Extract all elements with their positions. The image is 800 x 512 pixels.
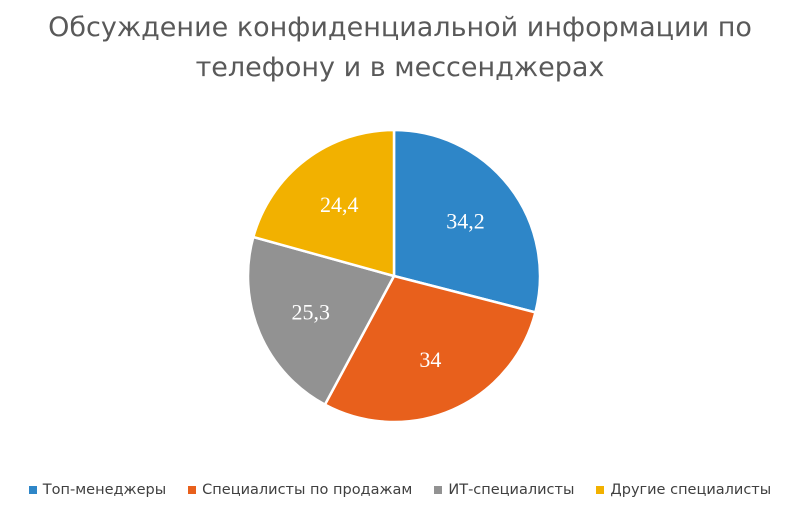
legend-item-it-specialists: ИТ-специалисты (434, 482, 574, 498)
pie-slice-other-specialists (251, 128, 396, 278)
data-label-it-specialists: 25,3 (292, 300, 331, 325)
legend-item-other-specialists: Другие специалисты (596, 482, 771, 498)
legend-swatch-other-specialists (596, 486, 605, 494)
legend-label-sales-specialists: Специалисты по продажам (202, 482, 413, 498)
chart-title: Обсуждение конфиденциальной информации п… (0, 8, 800, 88)
legend-label-top-managers: Топ-менеджеры (42, 482, 167, 498)
legend-swatch-sales-specialists (188, 486, 197, 494)
legend-label-other-specialists: Другие специалисты (610, 482, 772, 498)
data-label-sales-specialists: 34 (419, 347, 441, 372)
legend-label-it-specialists: ИТ-специалисты (448, 482, 575, 498)
legend: Топ-менеджеры Специалисты по продажам ИТ… (0, 478, 800, 502)
legend-item-sales-specialists: Специалисты по продажам (188, 482, 412, 498)
chart-title-line-1: Обсуждение конфиденциальной информации п… (48, 12, 752, 43)
chart-title-line-2: телефону и в мессенджерах (195, 52, 605, 83)
pie-slice-top-managers (392, 128, 542, 314)
legend-swatch-top-managers (28, 486, 37, 494)
legend-item-top-managers: Топ-менеджеры (28, 482, 167, 498)
pie-slice-it-specialists (246, 235, 396, 407)
pie-slice-sales-specialists (323, 274, 537, 424)
legend-swatch-it-specialists (434, 486, 443, 494)
data-label-other-specialists: 24,4 (320, 192, 359, 217)
data-label-top-managers: 34,2 (446, 209, 485, 234)
